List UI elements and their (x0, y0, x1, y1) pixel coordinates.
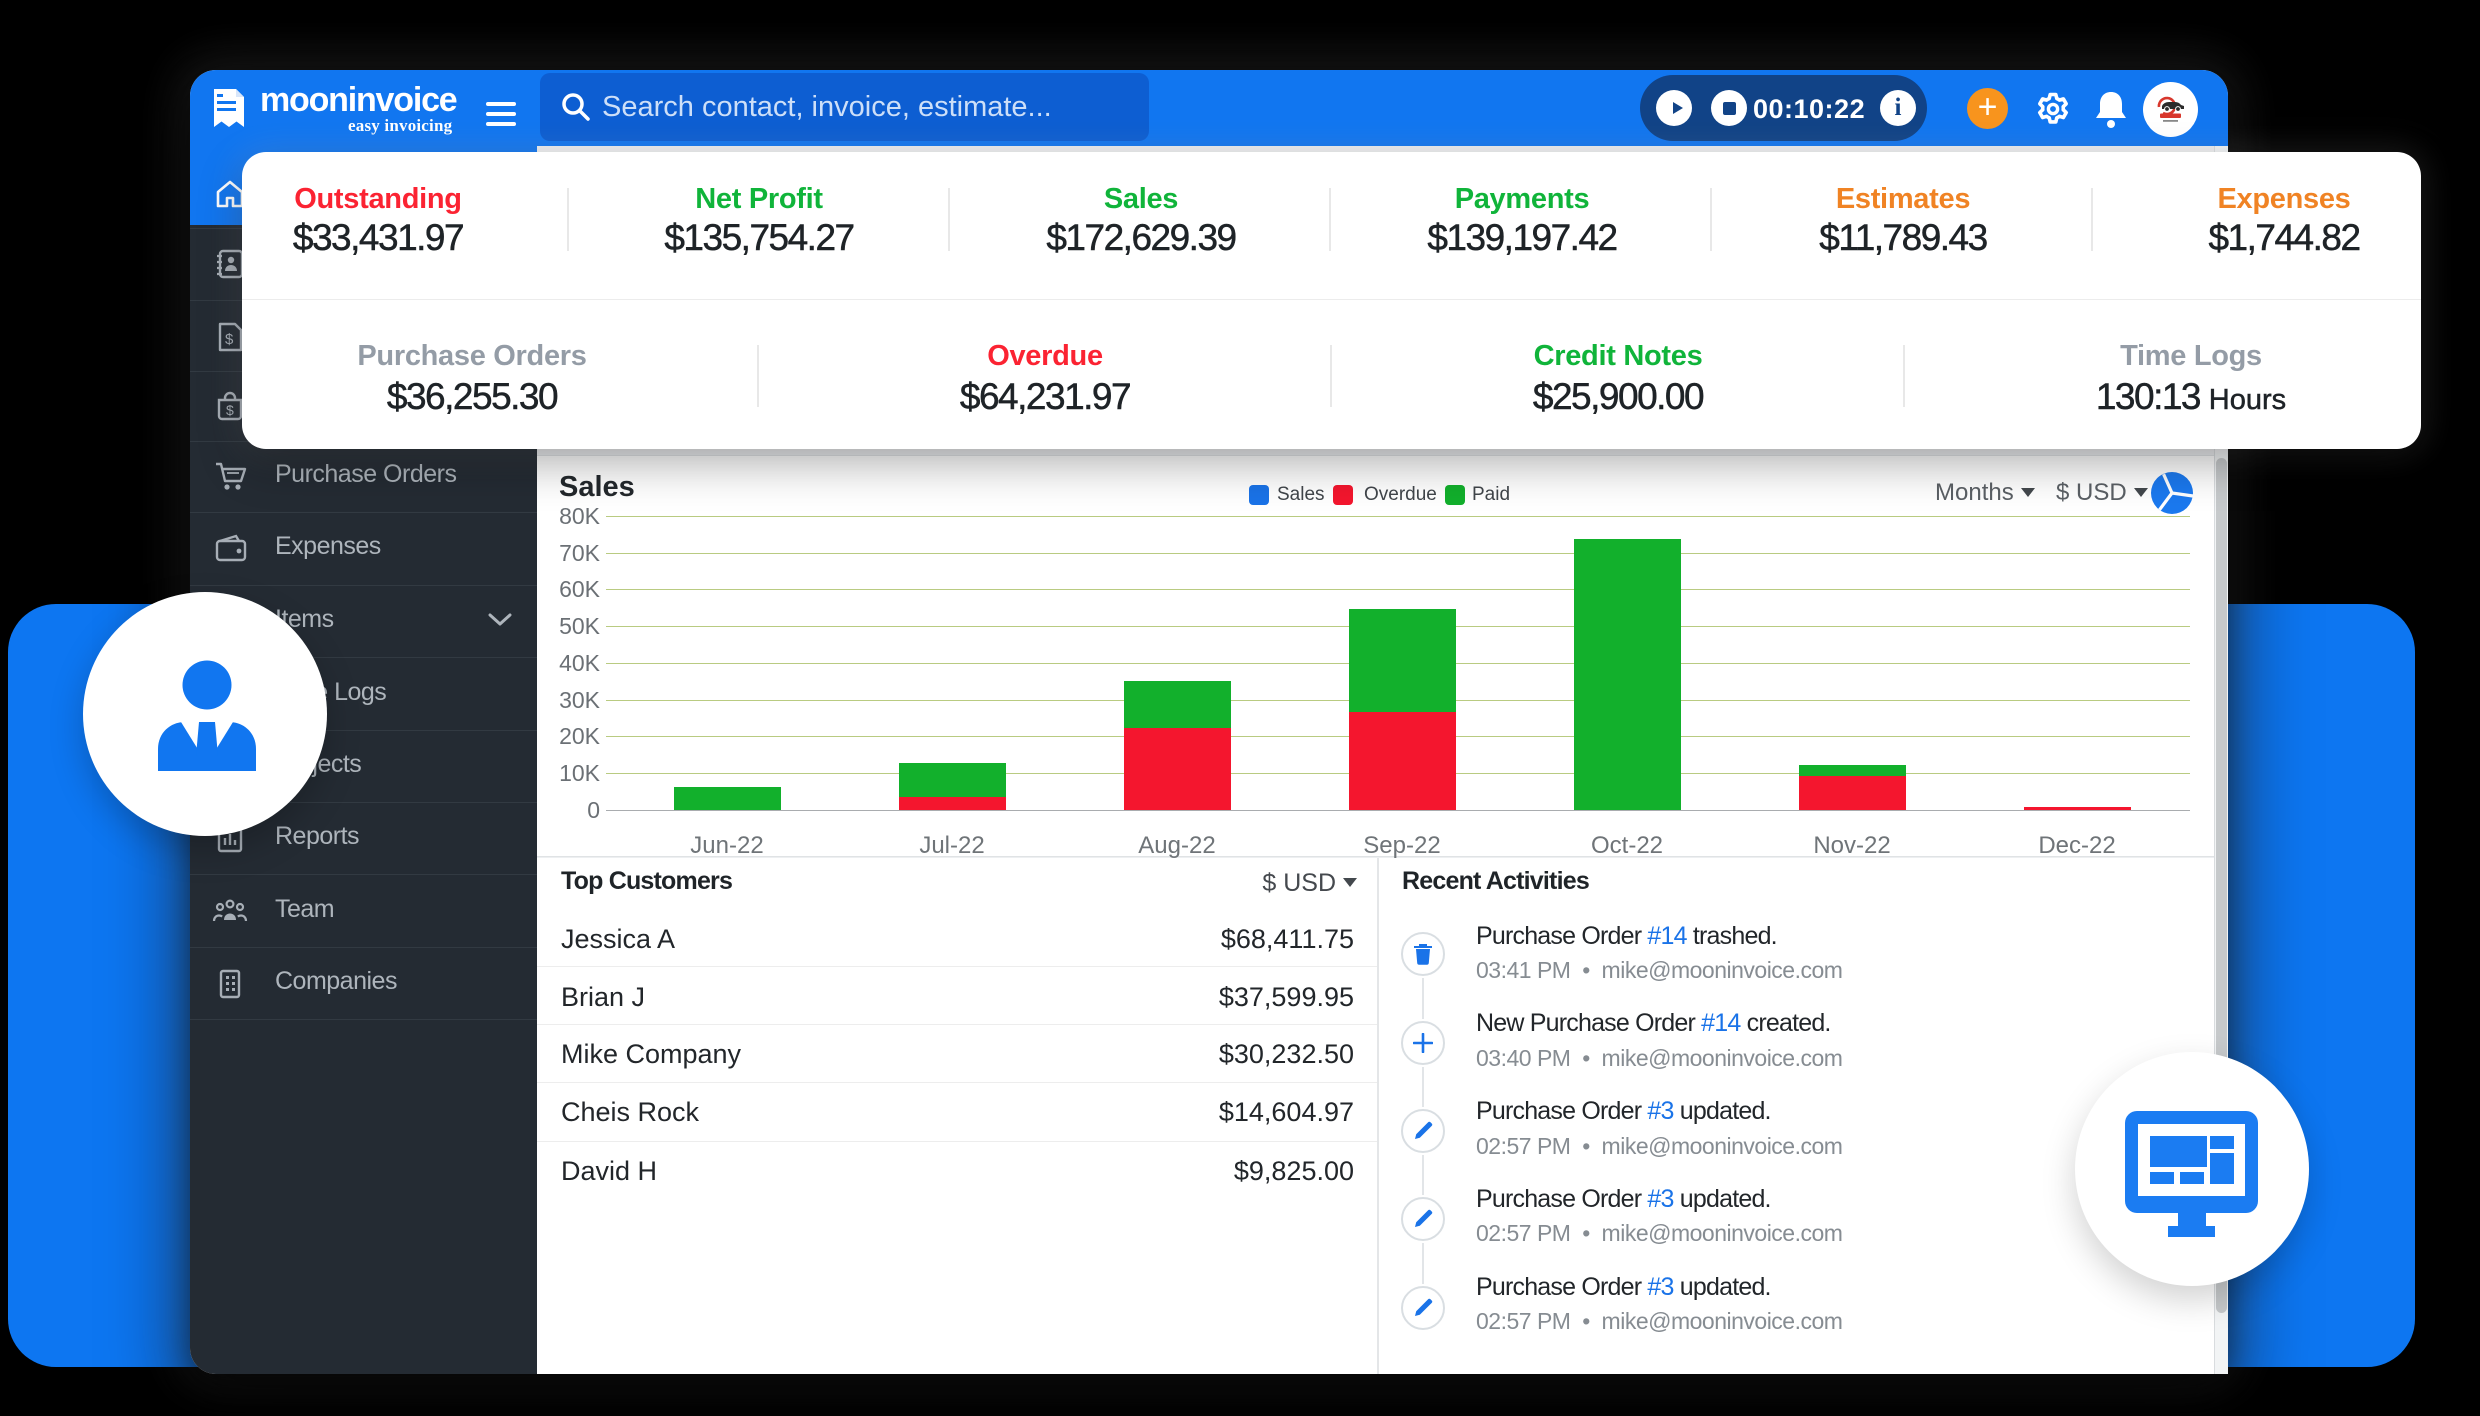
svg-text:$: $ (225, 331, 234, 348)
svg-text:$: $ (226, 402, 234, 418)
